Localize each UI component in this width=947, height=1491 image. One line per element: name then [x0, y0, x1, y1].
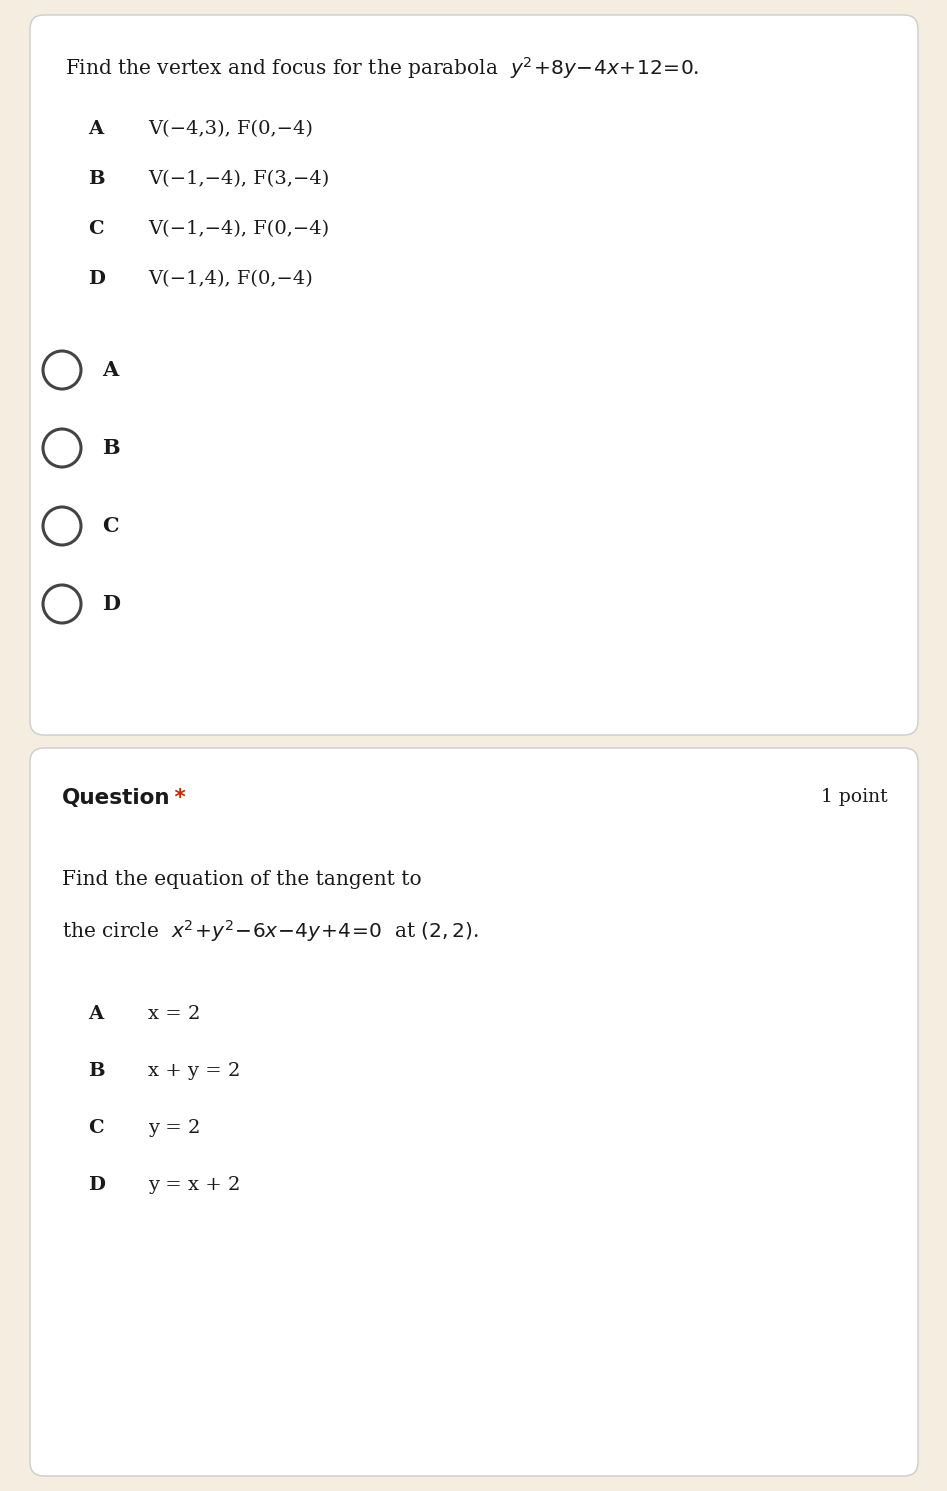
Text: D: D: [102, 593, 120, 614]
Text: y = 2: y = 2: [148, 1120, 201, 1138]
Text: V(−4,3), F(0,−4): V(−4,3), F(0,−4): [148, 119, 313, 139]
Text: Question: Question: [62, 789, 170, 808]
Text: the circle  $x^2\!+\!y^2\!-\!6x\!-\!4y\!+\!4\!=\!0$  at $(2,2)$.: the circle $x^2\!+\!y^2\!-\!6x\!-\!4y\!+…: [62, 918, 479, 944]
Text: A: A: [88, 1005, 103, 1023]
Text: C: C: [88, 221, 103, 239]
Text: B: B: [88, 170, 104, 188]
Text: V(−1,−4), F(3,−4): V(−1,−4), F(3,−4): [148, 170, 330, 188]
Text: Find the vertex and focus for the parabola  $y^2\!+\!8y\!-\!4x\!+\!12\!=\!0$.: Find the vertex and focus for the parabo…: [65, 55, 700, 81]
Text: D: D: [88, 1176, 105, 1194]
Text: V(−1,4), F(0,−4): V(−1,4), F(0,−4): [148, 270, 313, 288]
Text: x = 2: x = 2: [148, 1005, 201, 1023]
FancyBboxPatch shape: [30, 15, 918, 735]
Text: x + y = 2: x + y = 2: [148, 1062, 241, 1079]
Text: V(−1,−4), F(0,−4): V(−1,−4), F(0,−4): [148, 221, 330, 239]
Text: B: B: [88, 1062, 104, 1079]
FancyBboxPatch shape: [30, 748, 918, 1476]
Text: y = x + 2: y = x + 2: [148, 1176, 241, 1194]
Text: C: C: [88, 1120, 103, 1138]
Text: Find the equation of the tangent to: Find the equation of the tangent to: [62, 871, 421, 889]
Text: 1 point: 1 point: [821, 789, 888, 807]
Text: D: D: [88, 270, 105, 288]
Text: *: *: [167, 789, 186, 808]
Text: A: A: [88, 119, 103, 139]
Text: C: C: [102, 516, 118, 535]
Text: B: B: [102, 438, 119, 458]
Text: A: A: [102, 359, 118, 380]
